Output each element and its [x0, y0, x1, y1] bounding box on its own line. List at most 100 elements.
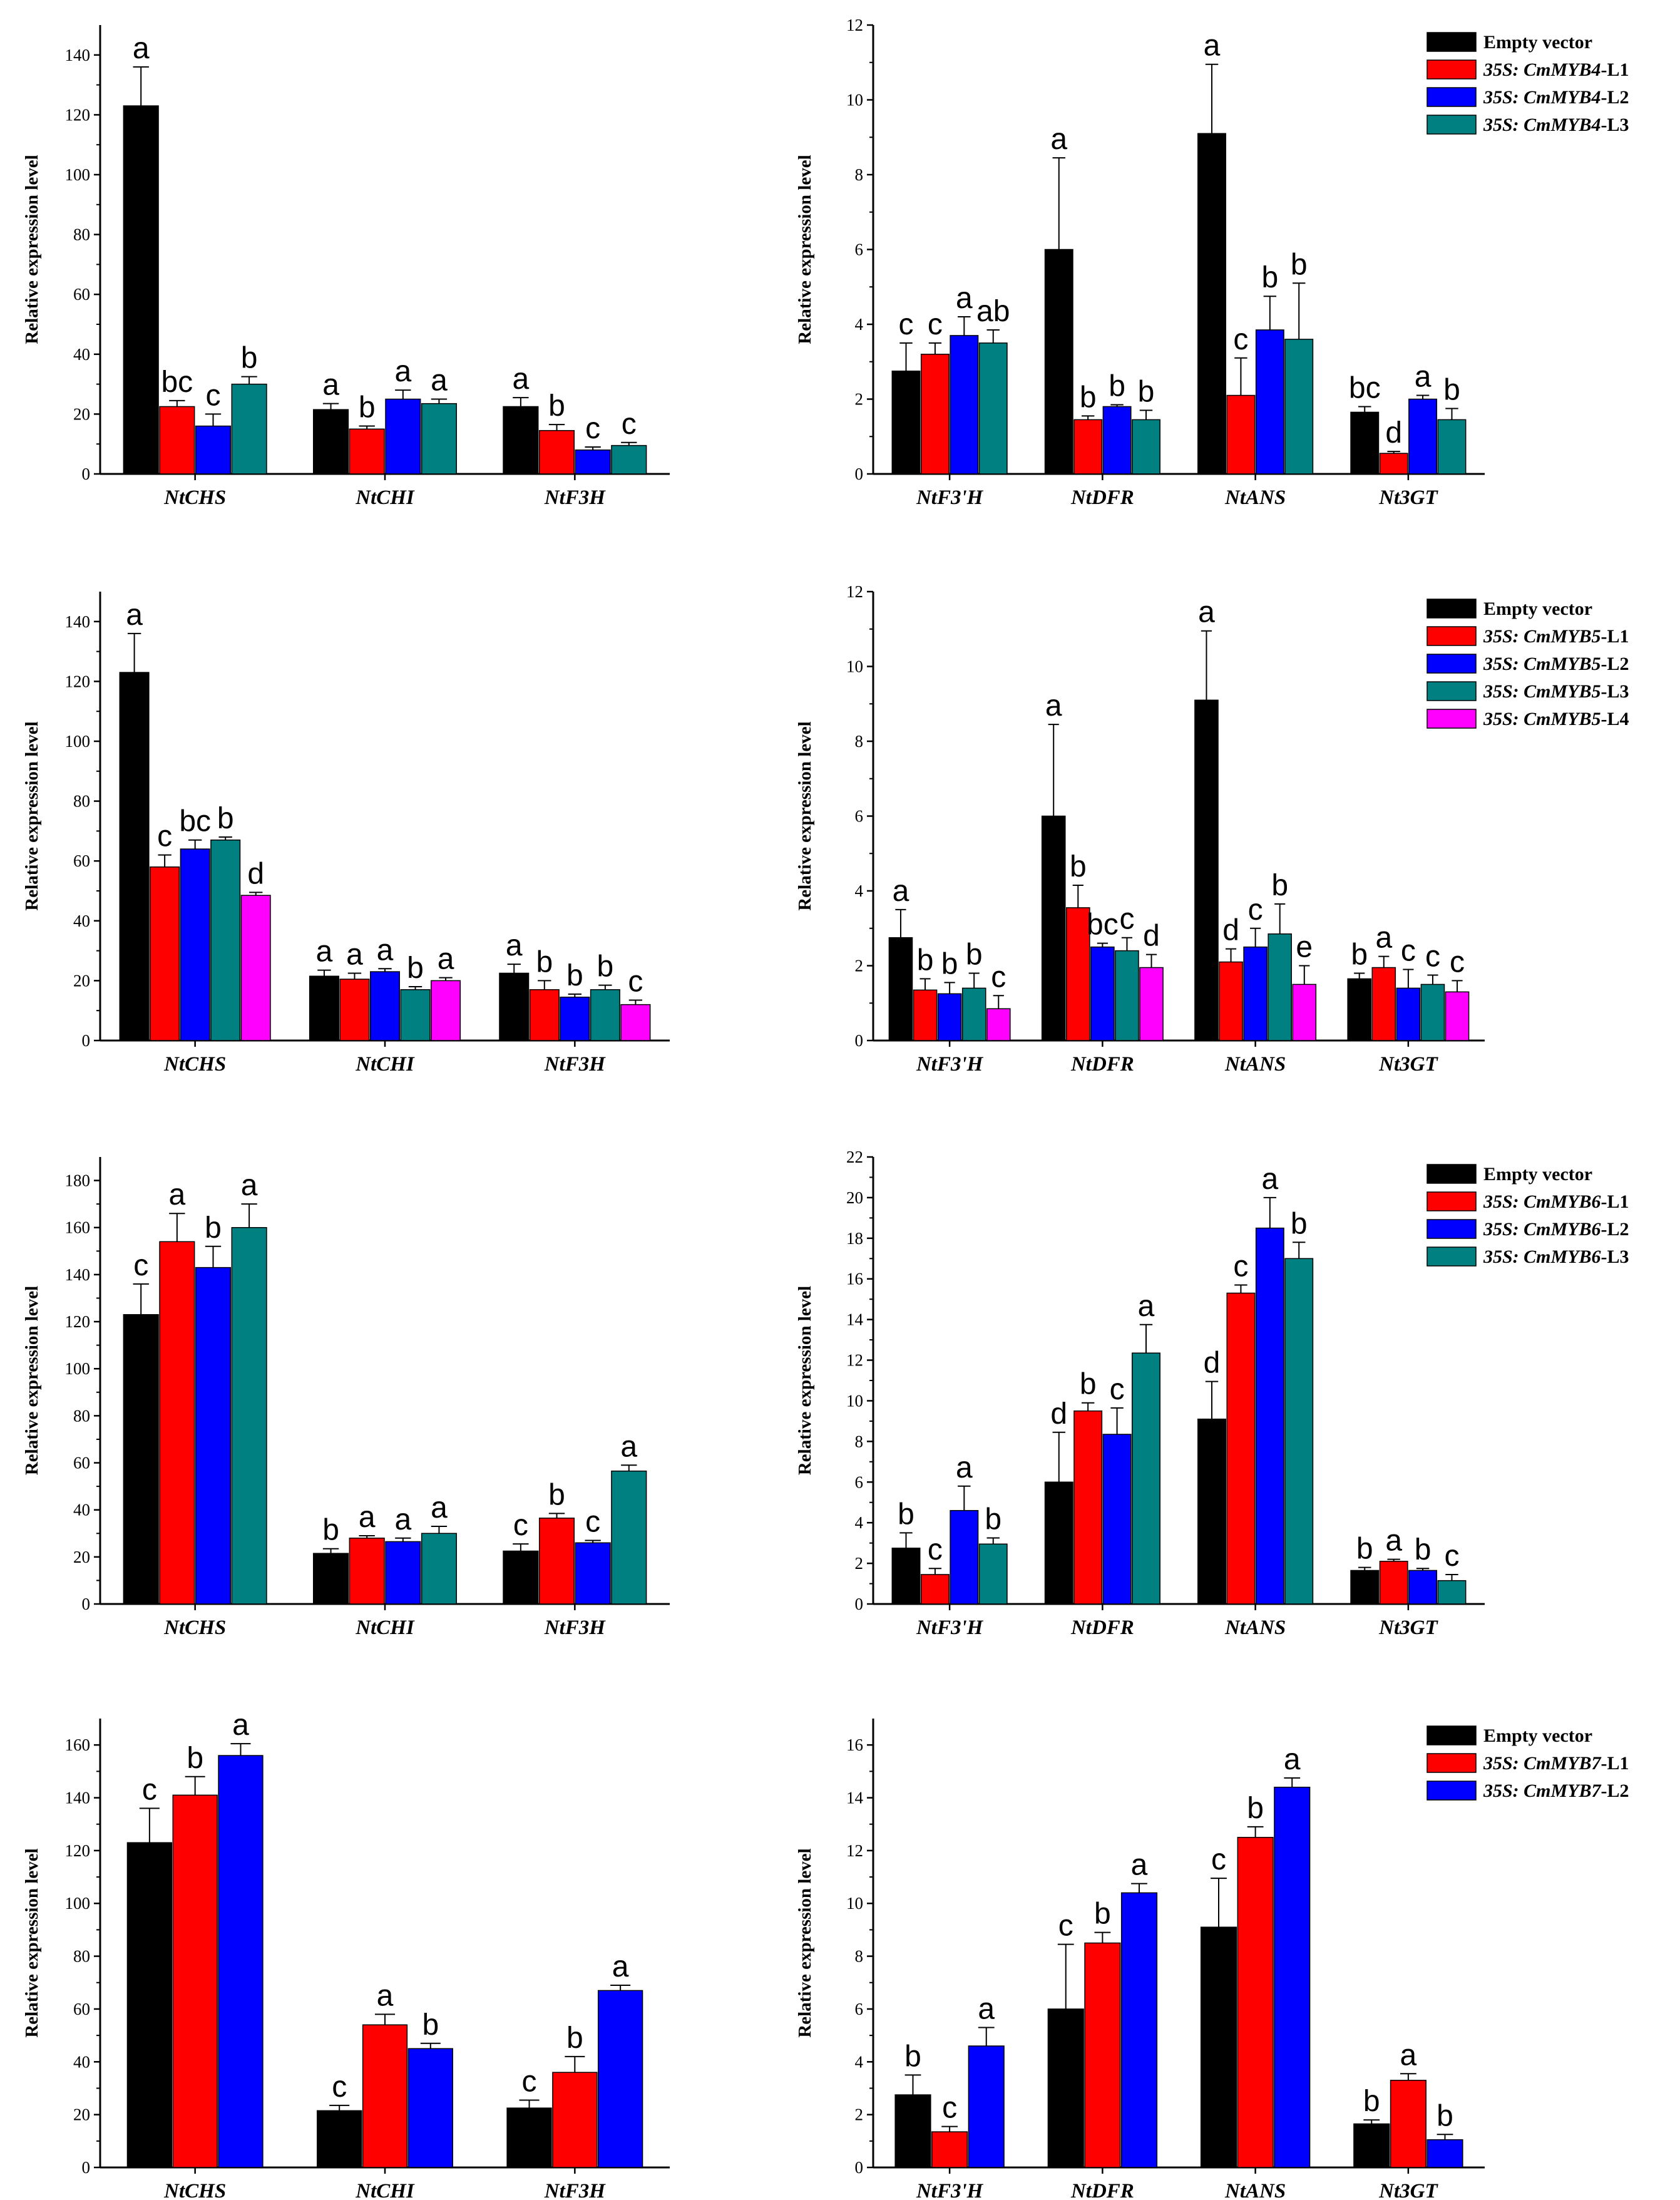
bar [195, 1267, 232, 1605]
legend-label-plain: Empty vector [1483, 32, 1592, 53]
bar [400, 989, 431, 1041]
significance-letter: a [438, 943, 454, 976]
bar [529, 989, 560, 1041]
significance-letter: d [1222, 914, 1239, 947]
category-label: NtANS [1224, 1617, 1286, 1639]
y-tick-label: 4 [855, 2052, 864, 2071]
category-label: NtCHS [163, 1053, 226, 1076]
significance-letter: ab [976, 295, 1010, 328]
bar [1090, 946, 1115, 1041]
significance-letter: b [898, 1498, 914, 1531]
bar [1226, 1292, 1256, 1605]
legend-swatch [1426, 32, 1477, 52]
category-label: NtF3'H [916, 486, 984, 509]
legend-swatch [1426, 1164, 1477, 1184]
bar [1284, 1258, 1314, 1605]
significance-letter: a [1261, 1163, 1278, 1196]
bar [597, 1990, 643, 2168]
legend-label: 35S: CmMYB5-L1 [1483, 626, 1629, 647]
legend-label: 35S: CmMYB7-L2 [1483, 1781, 1629, 1801]
significance-letter: c [991, 960, 1006, 994]
legend-label-italic: 35S: CmMYB7 [1483, 1753, 1602, 1774]
bar [931, 2131, 968, 2168]
legend-swatch [1426, 681, 1477, 701]
bar [1194, 699, 1219, 1041]
bar [1371, 967, 1396, 1041]
legend-label-plain: -L2 [1601, 1781, 1629, 1801]
significance-letter: a [1385, 1524, 1402, 1558]
legend-label: 35S: CmMYB6-L3 [1483, 1246, 1629, 1267]
legend-swatch [1426, 115, 1477, 135]
bar [1396, 987, 1421, 1041]
category-label: NtF3H [544, 1617, 607, 1639]
legend-label: Empty vector [1483, 599, 1592, 619]
legend-label-italic: 35S: CmMYB5 [1483, 681, 1601, 702]
significance-letter: d [1143, 920, 1160, 953]
bar [1120, 1892, 1158, 2168]
bar [1255, 329, 1284, 475]
significance-letter: c [1058, 1910, 1073, 1943]
y-tick-label: 100 [65, 1894, 91, 1913]
significance-letter: a [431, 364, 448, 398]
y-tick-label: 2 [855, 1554, 864, 1573]
y-tick-label: 180 [65, 1171, 91, 1190]
y-axis-title: Relative expression level [795, 721, 815, 910]
significance-letter: b [1415, 1533, 1432, 1566]
legend-label-plain: -L2 [1601, 87, 1629, 108]
significance-letter: c [1401, 934, 1416, 967]
category-label: NtF3'H [916, 1617, 984, 1639]
bar [1350, 411, 1380, 475]
y-tick-label: 16 [846, 1735, 863, 1754]
significance-letter: b [407, 952, 424, 985]
y-tick-label: 60 [73, 285, 90, 304]
significance-letter: c [1211, 1843, 1226, 1876]
legend-label: 35S: CmMYB5-L3 [1483, 681, 1629, 702]
category-label: NtF3'H [916, 2180, 984, 2200]
legend-label-italic: 35S: CmMYB4 [1483, 87, 1601, 108]
bar [506, 2107, 552, 2168]
y-tick-label: 2 [855, 957, 864, 975]
legend-swatch [1426, 1781, 1477, 1801]
significance-letter: a [377, 933, 394, 967]
category-label: NtCHI [355, 1053, 415, 1076]
significance-letter: a [893, 875, 909, 908]
bar [1197, 1418, 1226, 1605]
significance-letter: bc [179, 805, 211, 838]
bar [1115, 950, 1139, 1041]
significance-letter: b [322, 1514, 339, 1547]
significance-letter: a [956, 282, 973, 315]
significance-letter: a [316, 935, 333, 969]
y-tick-label: 100 [65, 732, 91, 751]
legend-swatch [1426, 599, 1477, 619]
significance-letter: c [585, 1506, 600, 1539]
bar [937, 993, 962, 1041]
legend-label-plain: -L1 [1601, 1753, 1629, 1774]
significance-letter: b [548, 1478, 565, 1511]
bar [159, 1241, 195, 1605]
bar [888, 937, 913, 1041]
significance-letter: c [622, 408, 637, 441]
y-tick-label: 100 [65, 165, 91, 184]
bar [431, 980, 461, 1041]
bar [560, 996, 590, 1041]
significance-letter: a [168, 1178, 185, 1211]
bar [978, 342, 1008, 475]
bar [150, 866, 180, 1041]
y-tick-label: 140 [65, 1265, 91, 1284]
y-tick-label: 4 [855, 1513, 864, 1532]
legend-label: 35S: CmMYB6-L1 [1483, 1191, 1629, 1212]
significance-letter: b [241, 342, 258, 375]
legend-label: Empty vector [1483, 1725, 1592, 1746]
significance-letter: a [1204, 29, 1221, 63]
significance-letter: c [1425, 940, 1440, 973]
y-tick-label: 120 [65, 672, 91, 691]
legend-label-italic: 35S: CmMYB5 [1483, 626, 1601, 647]
significance-letter: b [1271, 869, 1288, 902]
bar [180, 848, 210, 1041]
legend-swatch [1426, 1753, 1477, 1773]
bar [1268, 933, 1292, 1041]
bar [309, 975, 339, 1041]
significance-letter: b [597, 950, 614, 984]
y-tick-label: 4 [855, 315, 864, 334]
significance-letter: a [1050, 123, 1067, 156]
